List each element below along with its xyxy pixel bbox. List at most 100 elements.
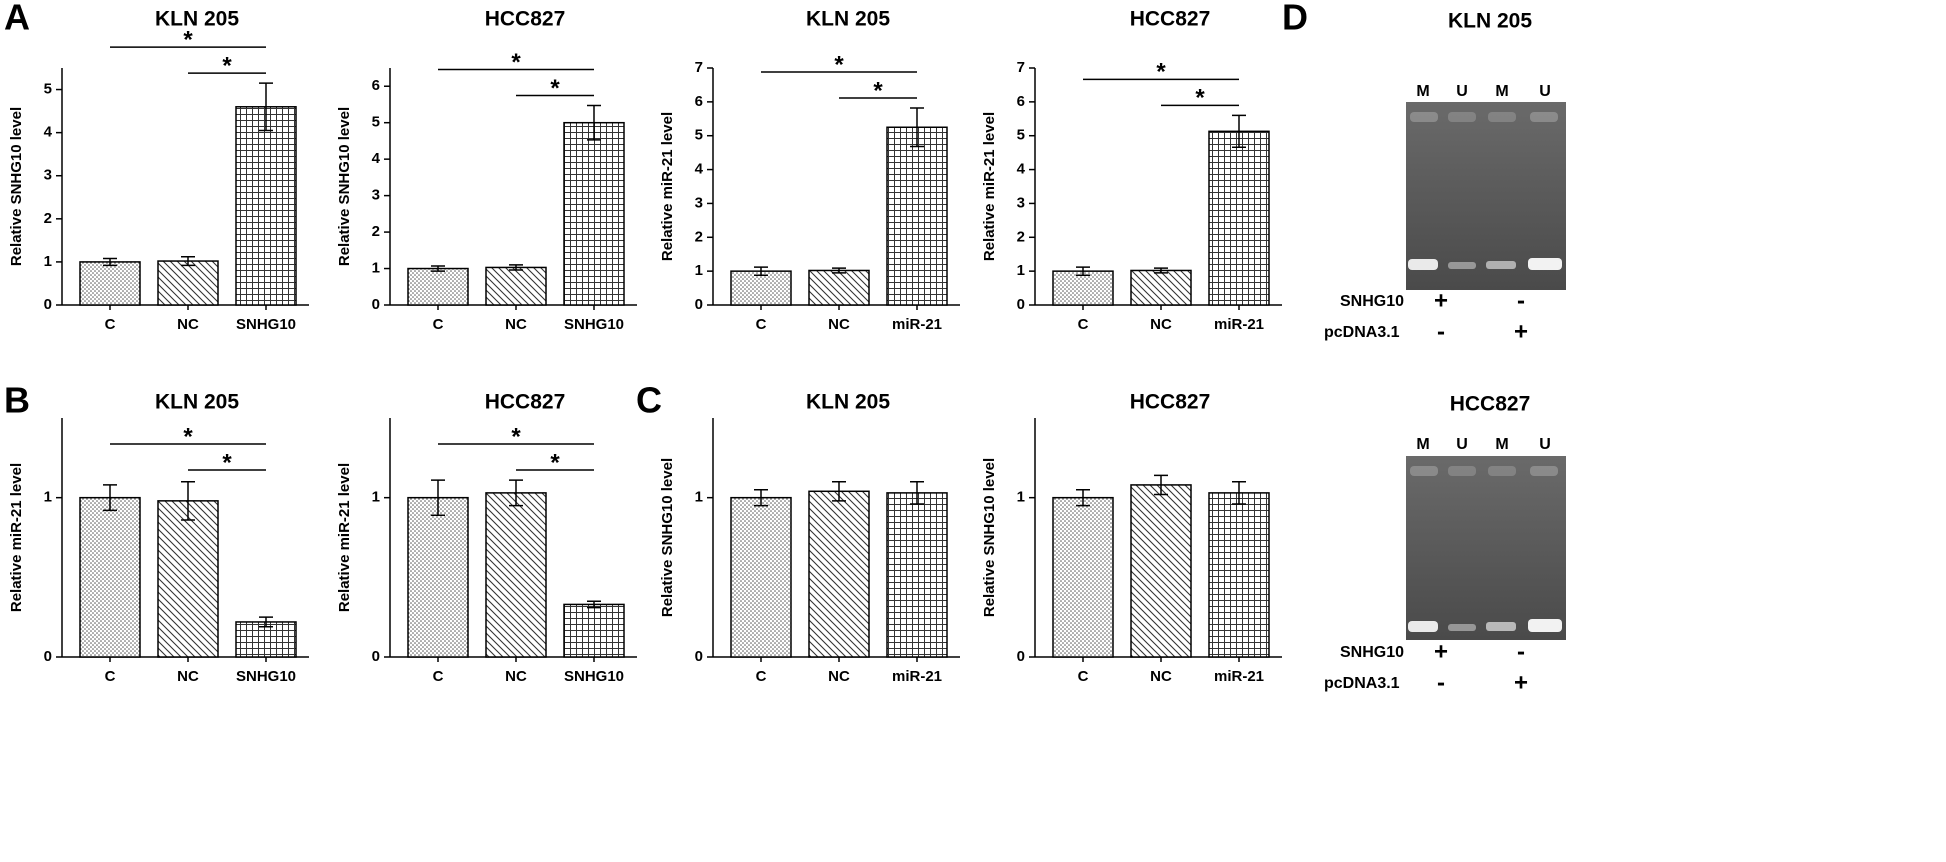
lane-label: M <box>1495 436 1508 453</box>
significance-mark: * <box>873 77 883 104</box>
x-tick-label: C <box>433 668 444 685</box>
bar <box>1130 484 1192 658</box>
row-mark: - <box>1517 638 1525 665</box>
y-tick-label: 1 <box>372 489 380 506</box>
significance-mark: * <box>550 449 560 476</box>
row-mark: + <box>1514 669 1528 696</box>
y-tick-label: 5 <box>44 81 52 98</box>
y-tick-label: 0 <box>1017 296 1025 313</box>
row-mark: - <box>1437 669 1445 696</box>
error-bar <box>259 82 273 132</box>
bar <box>485 492 547 658</box>
bar <box>485 266 547 306</box>
lane-label: U <box>1539 83 1551 100</box>
x-tick-label: C <box>756 316 767 333</box>
gel-bands <box>1408 112 1562 270</box>
y-tick-label: 0 <box>695 648 703 665</box>
row-mark: + <box>1514 318 1528 345</box>
lane-label: U <box>1539 436 1551 453</box>
y-tick-label: 3 <box>372 187 380 204</box>
error-bar <box>1076 488 1090 507</box>
significance-mark: * <box>511 423 521 450</box>
y-tick-label: 6 <box>695 93 703 110</box>
bar <box>563 121 625 306</box>
error-bar <box>910 480 924 505</box>
significance-mark: * <box>222 449 232 476</box>
significance-mark: * <box>1195 85 1205 112</box>
bar <box>886 126 948 306</box>
x-tick-label: C <box>105 668 116 685</box>
x-tick-label: C <box>756 668 767 685</box>
bar <box>730 270 792 306</box>
y-tick-label: 4 <box>695 161 704 178</box>
y-tick-label: 0 <box>372 296 380 313</box>
y-tick-label: 4 <box>44 124 53 141</box>
y-tick-label: 1 <box>1017 262 1025 279</box>
y-axis-label: Relative SNHG10 level <box>336 107 353 266</box>
x-tick-label: NC <box>828 316 850 333</box>
bar <box>1208 130 1270 306</box>
y-tick-label: 3 <box>1017 194 1025 211</box>
significance-mark: * <box>183 423 193 450</box>
y-tick-label: 5 <box>695 127 703 144</box>
bar <box>407 496 469 658</box>
y-tick-label: 4 <box>1017 161 1026 178</box>
y-tick-label: 1 <box>695 262 703 279</box>
y-axis-label: Relative miR-21 level <box>981 112 998 261</box>
significance-mark: * <box>550 75 560 102</box>
bar <box>1052 270 1114 306</box>
y-axis-label: Relative SNHG10 level <box>981 458 998 617</box>
y-tick-label: 2 <box>1017 228 1025 245</box>
error-bar <box>754 266 768 276</box>
y-tick-label: 4 <box>372 150 381 167</box>
chart-title: HCC827 <box>485 391 566 414</box>
error-bar <box>509 479 523 507</box>
y-axis-label: Relative miR-21 level <box>8 463 25 612</box>
x-tick-label: miR-21 <box>1214 668 1264 685</box>
y-tick-label: 6 <box>372 77 380 94</box>
y-tick-label: 1 <box>372 260 380 277</box>
gel-title: HCC827 <box>1450 393 1531 416</box>
bar <box>1130 269 1192 306</box>
bar <box>730 496 792 658</box>
x-tick-label: NC <box>1150 668 1172 685</box>
bar <box>563 603 625 658</box>
x-tick-label: SNHG10 <box>564 668 624 685</box>
y-tick-label: 3 <box>695 194 703 211</box>
y-tick-label: 3 <box>44 167 52 184</box>
bar <box>407 267 469 306</box>
y-tick-label: 0 <box>695 296 703 313</box>
error-bar <box>1154 474 1168 496</box>
significance-mark: * <box>183 26 193 53</box>
lane-label: U <box>1456 83 1468 100</box>
bar <box>79 496 141 658</box>
error-bar <box>431 479 445 516</box>
y-axis-label: Relative SNHG10 level <box>659 458 676 617</box>
y-tick-label: 2 <box>372 223 380 240</box>
row-label: pcDNA3.1 <box>1324 324 1400 341</box>
panel-label: C <box>636 380 662 421</box>
y-tick-label: 1 <box>44 253 52 270</box>
x-tick-label: NC <box>1150 316 1172 333</box>
bar <box>886 492 948 658</box>
gel-bands <box>1408 466 1562 632</box>
y-tick-label: 7 <box>1017 59 1025 76</box>
x-tick-label: SNHG10 <box>236 668 296 685</box>
lane-label: U <box>1456 436 1468 453</box>
y-axis-label: Relative miR-21 level <box>659 112 676 261</box>
lane-label: M <box>1495 83 1508 100</box>
bar <box>1208 492 1270 658</box>
x-tick-label: NC <box>505 668 527 685</box>
chart-title: KLN 205 <box>806 8 890 31</box>
x-tick-label: NC <box>177 668 199 685</box>
chart-title: HCC827 <box>485 8 566 31</box>
y-tick-label: 0 <box>1017 648 1025 665</box>
error-bar <box>587 600 601 609</box>
error-bar <box>1076 266 1090 276</box>
error-bar <box>103 257 117 267</box>
significance-mark: * <box>511 49 521 76</box>
x-tick-label: NC <box>828 668 850 685</box>
row-mark: + <box>1434 638 1448 665</box>
x-tick-label: NC <box>505 316 527 333</box>
